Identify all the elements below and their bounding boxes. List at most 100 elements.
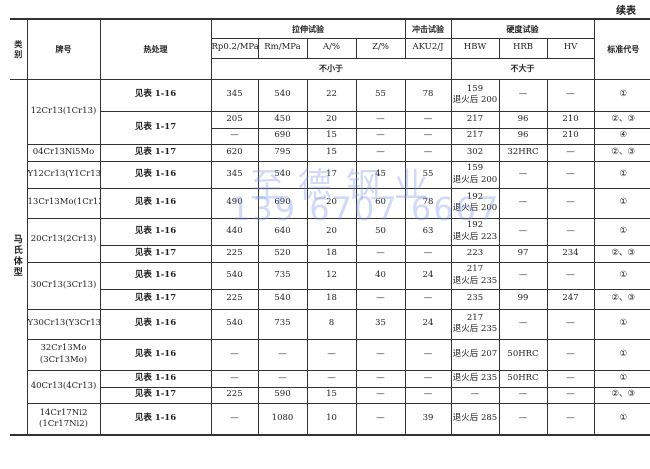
value-cell: —: [498, 217, 548, 246]
value-cell: 12: [306, 261, 357, 290]
value-cell: 78: [404, 187, 452, 219]
value-cell: 60: [355, 187, 406, 219]
value-cell: ①: [593, 160, 650, 189]
header-not-less-than: 不小于: [211, 57, 452, 80]
value-cell: 690: [257, 187, 308, 219]
properties-table: 类 别 牌号 热处理 拉伸试验 冲击试验 硬度试验 标准代号 Rp0.2/MPa…: [10, 18, 650, 436]
value-cell: 192 退火后 223: [450, 217, 500, 246]
heat-treatment-cell: 见表 1-16: [99, 402, 212, 436]
value-cell: 450: [257, 110, 308, 129]
value-cell: 15: [306, 143, 357, 162]
value-cell: 97: [498, 244, 548, 263]
value-cell: 540: [210, 308, 259, 340]
value-cell: 217 退火后 235: [450, 308, 500, 340]
table-row: 见表 1-17 205 450 20— —217 96 210 ②、③: [10, 110, 650, 145]
value-cell: —: [498, 386, 548, 404]
value-cell: 22: [306, 78, 357, 112]
header-hardness-test: 硬度试验: [450, 18, 595, 39]
value-cell: 99: [498, 288, 548, 310]
table-row: 马 氏 体 型 12Cr13(1Cr13) 见表 1-16 345 540 22 55 78 1…: [10, 78, 650, 436]
value-cell: 440: [210, 217, 259, 246]
header-category: 类 别: [10, 18, 28, 80]
value-cell: —: [404, 244, 452, 263]
value-cell: 96: [498, 127, 548, 145]
heat-treatment-cell: 见表 1-16: [99, 308, 212, 340]
value-cell: ①: [593, 402, 650, 436]
value-cell: 20: [306, 110, 357, 129]
value-cell: —: [210, 338, 259, 371]
value-cell: —: [498, 160, 548, 189]
value-cell: 490: [210, 187, 259, 219]
value-cell: 退火后 285: [450, 402, 500, 436]
value-cell: 620: [210, 143, 259, 162]
value-cell: 540: [257, 160, 308, 189]
value-cell: 235: [450, 288, 500, 310]
value-cell: —: [257, 338, 308, 371]
value-cell: —: [404, 143, 452, 162]
value-cell: ②、③: [593, 386, 650, 404]
value-cell: 15: [306, 386, 357, 404]
table-row: 20Cr13(2Cr13) 见表 1-16 440 640 20 50 63 192 退火后 …: [10, 217, 650, 263]
value-cell: 345: [210, 160, 259, 189]
value-cell: —: [498, 261, 548, 290]
value-cell: ①: [593, 308, 650, 340]
value-cell: 退火后 207: [450, 338, 500, 371]
value-cell: ①: [593, 261, 650, 290]
heat-treatment-cell: 见表 1-17: [100, 244, 212, 263]
value-cell: 302: [450, 143, 500, 162]
value-cell: —: [546, 402, 595, 436]
value-cell: —: [404, 338, 452, 371]
grade-cell: 32Cr13Mo (3Cr13Mo): [27, 338, 101, 371]
value-cell: —: [355, 244, 406, 263]
value-cell: 540: [257, 288, 308, 310]
heat-treatment-cell: 见表 1-16: [99, 187, 212, 219]
heat-treatment-cell: 见表 1-16: [99, 78, 212, 112]
value-cell: —: [306, 369, 357, 388]
value-cell: 退火后 235: [450, 369, 500, 388]
grade-cell: 13Cr13Mo(1Cr13Mo): [27, 187, 101, 219]
heat-treatment-cell: 见表 1-17: [99, 143, 212, 162]
value-cell: 640: [257, 217, 308, 246]
header-a: A/%: [306, 37, 357, 59]
heat-treatment-cell: 见表 1-16: [99, 369, 212, 388]
value-cell: 32HRC: [498, 143, 548, 162]
value-cell: 210: [546, 110, 595, 129]
value-cell: 50HRC: [498, 338, 548, 371]
value-cell: 55: [404, 160, 452, 189]
value-cell: ④: [593, 127, 650, 145]
value-cell: 540: [210, 261, 259, 290]
value-cell: 217: [450, 110, 500, 129]
value-cell: 223: [450, 244, 500, 263]
grade-cell: 30Cr13(3Cr13): [27, 261, 101, 310]
value-cell: 63: [404, 217, 452, 246]
value-cell: ①: [593, 187, 650, 219]
grade-cell: 40Cr13(4Cr13): [27, 369, 101, 404]
value-cell: —: [546, 308, 595, 340]
value-cell: —: [498, 78, 548, 112]
value-cell: —: [546, 338, 595, 371]
value-cell: —: [210, 369, 259, 388]
value-cell: 1080: [257, 402, 308, 436]
header-grade: 牌号: [26, 18, 101, 80]
value-cell: 225: [210, 288, 259, 310]
value-cell: 18: [306, 288, 357, 310]
header-z: Z/%: [355, 37, 406, 59]
value-cell: —: [404, 288, 452, 310]
value-cell: —: [257, 369, 308, 388]
value-cell: —: [404, 386, 452, 404]
value-cell: —: [498, 308, 548, 340]
value-cell: 20: [306, 187, 357, 219]
value-cell: —: [498, 402, 548, 436]
heat-treatment-cell: 见表 1-16: [99, 338, 212, 371]
grade-cell: Y12Cr13(Y1Cr13): [27, 160, 101, 189]
table-row: 40Cr13(4Cr13) 见表 1-16— — — — — 退火后 235 50HRC — ①: [10, 369, 650, 404]
value-cell: ①: [593, 369, 650, 388]
value-cell: 795: [257, 143, 308, 162]
value-cell: 735: [257, 308, 308, 340]
value-cell: 205: [210, 110, 259, 129]
value-cell: —: [546, 78, 595, 112]
value-cell: 96: [498, 110, 548, 129]
header-impact-test: 冲击试验: [404, 18, 452, 39]
heat-treatment-cell: 见表 1-16: [99, 217, 212, 246]
value-cell: —: [355, 338, 406, 371]
